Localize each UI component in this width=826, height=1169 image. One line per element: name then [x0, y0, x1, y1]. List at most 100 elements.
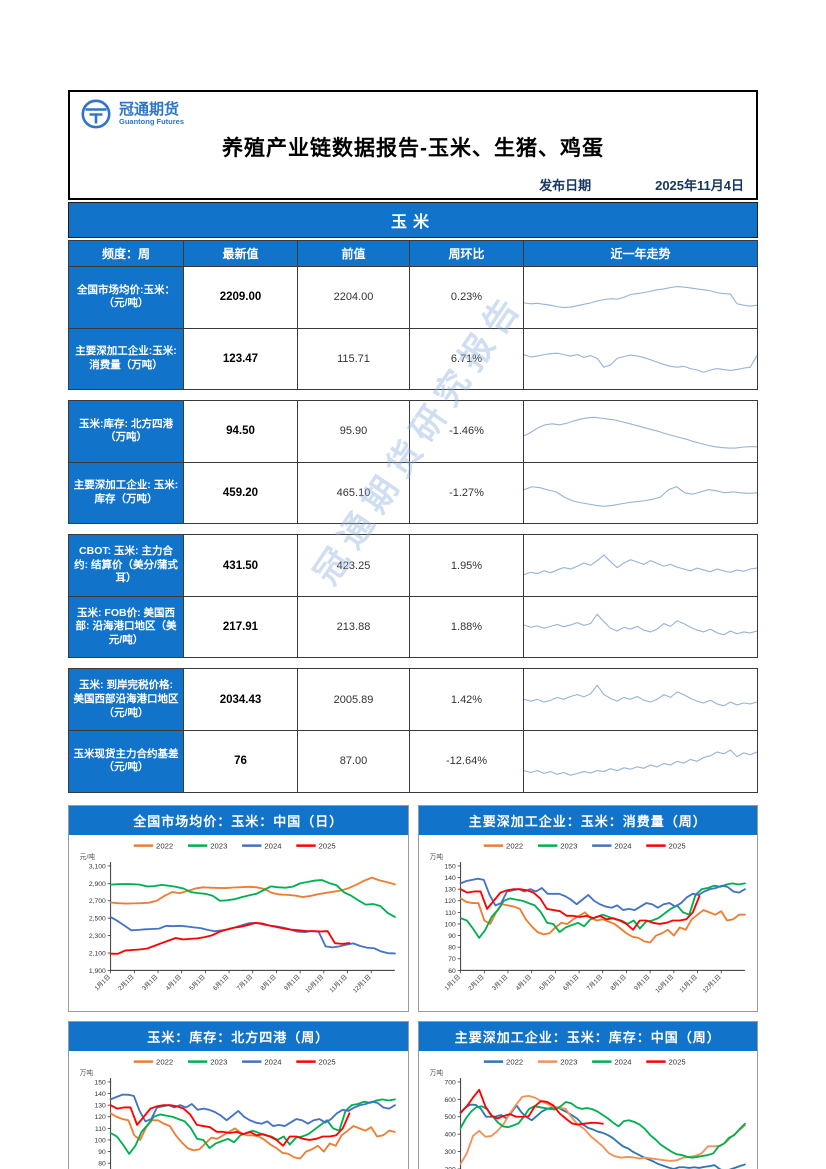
svg-text:1月1日: 1月1日	[93, 973, 112, 992]
svg-text:11月1日: 11月1日	[678, 973, 699, 994]
sparkline-svg	[524, 463, 757, 524]
svg-text:2025: 2025	[319, 841, 336, 850]
col-header-frequency: 频度：周	[68, 240, 184, 267]
sparkline-svg	[524, 731, 757, 792]
row-label: 主要深加工企业: 玉米: 库存（万吨）	[68, 461, 184, 525]
svg-text:90: 90	[98, 1149, 106, 1156]
table-row: 玉米: FOB价: 美国西部: 沿海港口地区（美元/吨） 217.91 213.…	[68, 595, 758, 659]
corn-table-group-2: 玉米:库存: 北方四港（万吨） 94.50 95.90 -1.46% 主要深加工…	[68, 400, 758, 525]
latest-value: 76	[183, 730, 298, 793]
wow-change: -1.27%	[409, 461, 524, 525]
svg-text:9月1日: 9月1日	[283, 973, 302, 992]
chart-title: 主要深加工企业：玉米：消费量（周）	[418, 805, 757, 835]
table-row: CBOT: 玉米: 主力合约: 结算价（美分/蒲式耳） 431.50 423.2…	[68, 534, 758, 597]
table-row: 全国市场均价:玉米：（元/吨） 2209.00 2204.00 0.23%	[68, 266, 758, 329]
charts-grid: 全国市场均价：玉米：中国（日） 2022 2023 2024 2025 元/吨 1,900…	[68, 804, 758, 1169]
table-row: 玉米现货主力合约基差（元/吨） 76 87.00 -12.64%	[68, 730, 758, 793]
col-header-wow: 周环比	[409, 240, 524, 267]
svg-text:7月1日: 7月1日	[585, 973, 604, 992]
wow-change: -12.64%	[409, 730, 524, 793]
row-label: 主要深加工企业:玉米: 消费量（万吨）	[68, 327, 184, 391]
trend-sparkline	[523, 668, 758, 732]
svg-text:120: 120	[444, 898, 456, 905]
svg-text:2022: 2022	[156, 841, 173, 850]
row-label: 全国市场均价:玉米：（元/吨）	[68, 266, 184, 329]
wow-change: -1.46%	[409, 400, 524, 463]
svg-text:2023: 2023	[210, 841, 227, 850]
row-label: 玉米:库存: 北方四港（万吨）	[68, 400, 184, 463]
svg-text:6月1日: 6月1日	[212, 973, 231, 992]
svg-text:130: 130	[95, 1102, 107, 1109]
latest-value: 217.91	[183, 595, 298, 659]
svg-text:60: 60	[448, 967, 456, 974]
brand-name-en: Guantong Futures	[119, 117, 184, 127]
trend-sparkline	[523, 266, 758, 329]
trend-sparkline	[523, 534, 758, 597]
svg-text:2023: 2023	[210, 1057, 227, 1066]
logo-text: 冠通期货 Guantong Futures	[119, 101, 184, 127]
svg-text:70: 70	[448, 956, 456, 963]
svg-text:700: 700	[444, 1079, 456, 1086]
svg-text:110: 110	[95, 1125, 106, 1132]
svg-text:100: 100	[444, 921, 456, 928]
svg-text:110: 110	[445, 909, 456, 916]
svg-text:万吨: 万吨	[429, 1068, 443, 1077]
line-chart-svg: 2022202320242025万吨6070809010011012013014…	[80, 1057, 396, 1169]
corn-table-group-3: CBOT: 玉米: 主力合约: 结算价（美分/蒲式耳） 431.50 423.2…	[68, 534, 758, 659]
line-chart-svg: 2022 2023 2024 2025 元/吨 1,900 2,100 2,300 2,500 2…	[80, 841, 396, 994]
svg-text:2025: 2025	[668, 841, 685, 850]
previous-value: 213.88	[297, 595, 410, 659]
svg-text:元/吨: 元/吨	[80, 852, 96, 861]
sparkline-svg	[524, 535, 757, 596]
chart-panel-national-avg-price: 全国市场均价：玉米：中国（日） 2022 2023 2024 2025 元/吨 1,900…	[68, 804, 409, 1012]
svg-text:150: 150	[95, 1079, 107, 1086]
svg-text:140: 140	[95, 1091, 107, 1098]
row-label: 玉米现货主力合约基差（元/吨）	[68, 730, 184, 793]
latest-value: 94.50	[183, 400, 298, 463]
latest-value: 459.20	[183, 461, 298, 525]
previous-value: 423.25	[297, 534, 410, 597]
table-row: 主要深加工企业: 玉米: 库存（万吨） 459.20 465.10 -1.27%	[68, 461, 758, 525]
svg-text:80: 80	[98, 1160, 106, 1167]
svg-text:万吨: 万吨	[429, 852, 443, 861]
svg-text:2025: 2025	[319, 1057, 336, 1066]
svg-text:2024: 2024	[614, 841, 632, 850]
svg-text:2,500: 2,500	[89, 915, 106, 922]
svg-text:10月1日: 10月1日	[654, 973, 675, 994]
col-header-previous: 前值	[297, 240, 410, 267]
previous-value: 465.10	[297, 461, 410, 525]
svg-text:4月1日: 4月1日	[514, 973, 533, 992]
table-row: 主要深加工企业:玉米: 消费量（万吨） 123.47 115.71 6.71%	[68, 327, 758, 391]
sparkline-svg	[524, 669, 757, 730]
table-row: 玉米:库存: 北方四港（万吨） 94.50 95.90 -1.46%	[68, 400, 758, 463]
svg-text:4月1日: 4月1日	[165, 973, 184, 992]
svg-text:2,900: 2,900	[89, 880, 106, 887]
svg-text:400: 400	[444, 1131, 456, 1138]
svg-text:2023: 2023	[560, 841, 577, 850]
corn-table-group-4: 玉米: 到岸完税价格: 美国西部沿海港口地区（元/吨） 2034.43 2005…	[68, 668, 758, 793]
chart-title: 玉米：库存：北方四港（周）	[69, 1021, 408, 1051]
svg-text:500: 500	[444, 1114, 456, 1121]
svg-text:2022: 2022	[156, 1057, 173, 1066]
chart-panel-north-ports-inventory: 玉米：库存：北方四港（周） 2022202320242025万吨60708090…	[68, 1020, 409, 1169]
sparkline-svg	[524, 401, 757, 462]
chart-title: 全国市场均价：玉米：中国（日）	[69, 805, 408, 835]
svg-text:100: 100	[95, 1137, 107, 1144]
line-chart: 2022 2023 2024 2025 元/吨 1,900 2,100 2,300 2,500 2…	[69, 835, 408, 1011]
publish-date-row: 发布日期 2025年11月4日	[539, 175, 744, 194]
col-header-trend: 近一年走势	[523, 240, 758, 267]
svg-text:3月1日: 3月1日	[141, 973, 160, 992]
chart-panel-processing-inventory: 主要深加工企业：玉米：库存：中国（周） 2022202320242025万吨10…	[417, 1020, 758, 1169]
corn-table-group-1: 频度：周 最新值 前值 周环比 近一年走势 全国市场均价:玉米：（元/吨） 22…	[68, 240, 758, 391]
svg-text:150: 150	[444, 863, 456, 870]
section-banner-corn: 玉米	[68, 202, 758, 238]
svg-text:12月1日: 12月1日	[701, 973, 722, 994]
wow-change: 1.95%	[409, 534, 524, 597]
svg-text:12月1日: 12月1日	[352, 973, 373, 994]
svg-text:2,700: 2,700	[89, 898, 106, 905]
svg-text:2023: 2023	[560, 1057, 577, 1066]
sparkline-svg	[524, 267, 757, 328]
svg-text:120: 120	[95, 1114, 107, 1121]
